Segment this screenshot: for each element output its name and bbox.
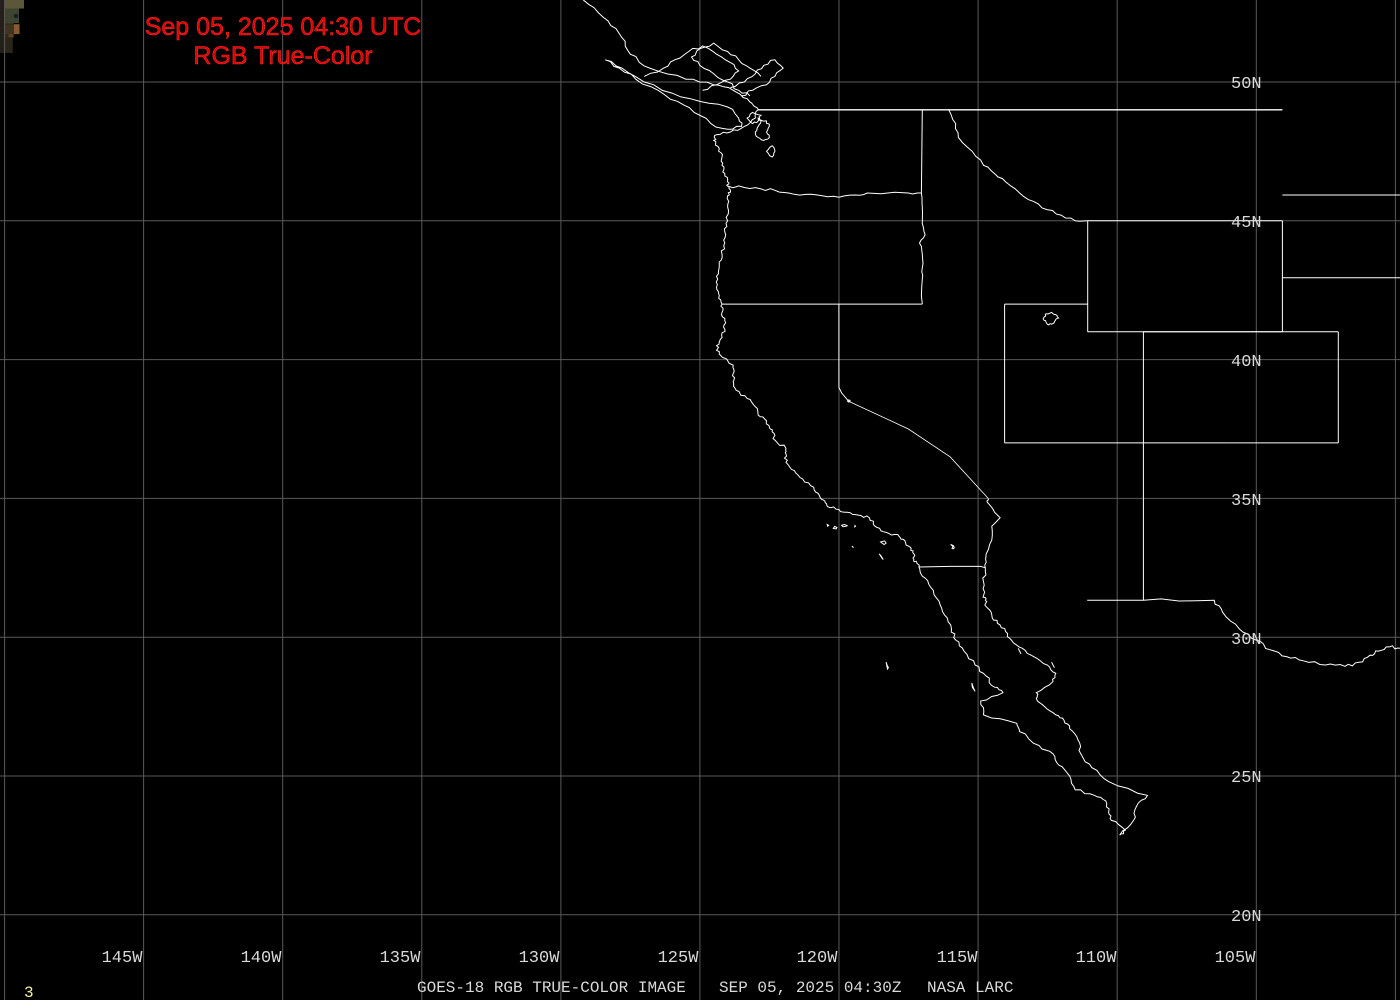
svg-text:135W: 135W (380, 949, 422, 968)
svg-text:130W: 130W (519, 949, 561, 968)
svg-text:125W: 125W (658, 949, 700, 968)
svg-text:3: 3 (24, 984, 34, 1000)
svg-text:RGB True-Color: RGB True-Color (193, 42, 372, 70)
svg-text:140W: 140W (241, 949, 283, 968)
svg-text:Sep 05, 2025 04:30 UTC: Sep 05, 2025 04:30 UTC (145, 13, 422, 41)
svg-text:35N: 35N (1231, 492, 1262, 511)
svg-text:NASA LARC: NASA LARC (927, 979, 1013, 997)
svg-text:120W: 120W (797, 949, 839, 968)
svg-text:115W: 115W (937, 949, 979, 968)
svg-text:145W: 145W (102, 949, 144, 968)
svg-text:20N: 20N (1231, 908, 1262, 927)
svg-text:40N: 40N (1231, 353, 1262, 372)
svg-text:SEP 05, 2025 04:30Z: SEP 05, 2025 04:30Z (719, 979, 902, 997)
svg-text:50N: 50N (1231, 75, 1262, 94)
svg-text:110W: 110W (1076, 949, 1118, 968)
svg-text:25N: 25N (1231, 769, 1262, 788)
svg-text:45N: 45N (1231, 214, 1262, 233)
svg-text:30N: 30N (1231, 631, 1262, 650)
svg-text:105W: 105W (1215, 949, 1257, 968)
svg-text:GOES-18 RGB TRUE-COLOR IMAGE: GOES-18 RGB TRUE-COLOR IMAGE (417, 979, 686, 997)
